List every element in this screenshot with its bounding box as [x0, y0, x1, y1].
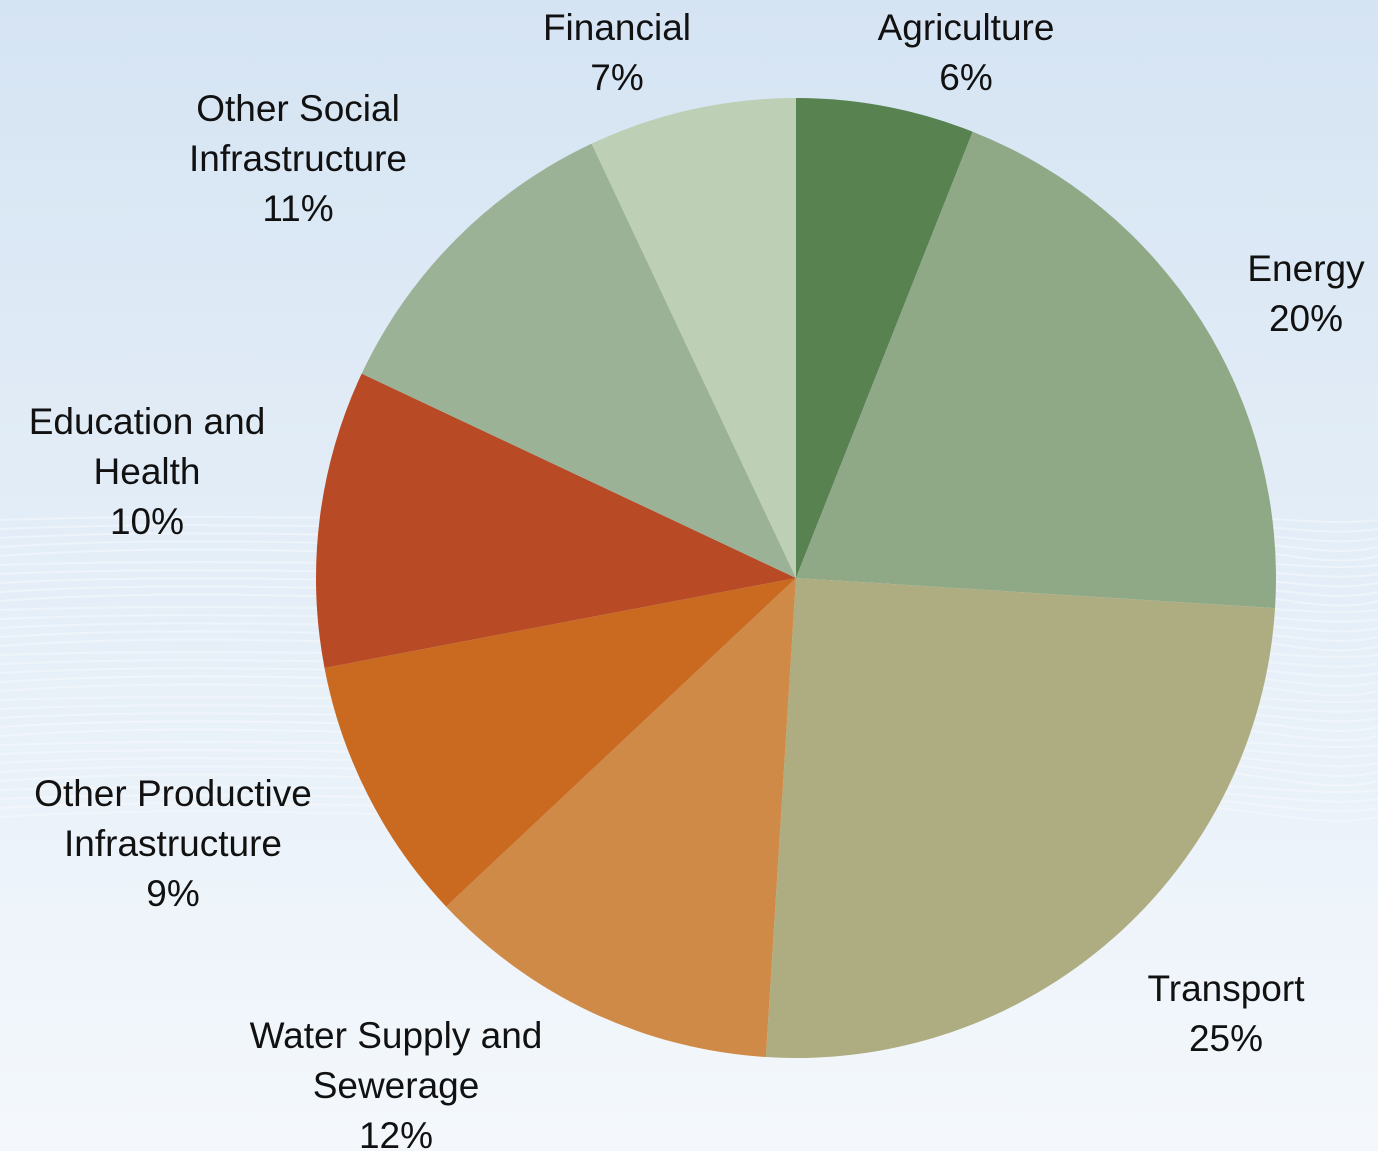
slice-percent-label: 10%: [110, 501, 184, 542]
slice-label: Education and Health 10%: [29, 401, 266, 542]
slice-name-label: Health: [94, 451, 201, 492]
slice-name-label: Education and: [29, 401, 266, 442]
slice-label: Transport 25%: [1148, 968, 1306, 1059]
pie-slice-agriculture: [796, 98, 973, 578]
slice-label: Other Social Infrastructure 11%: [189, 88, 407, 229]
slice-label: Agriculture 6%: [878, 7, 1055, 98]
slice-label: Energy 20%: [1247, 248, 1365, 339]
slice-label: Water Supply and Sewerage 12%: [250, 1015, 543, 1151]
pie-slice-transport: [765, 578, 1276, 1058]
slice-percent-label: 11%: [262, 188, 333, 229]
pie-slice-financial: [591, 98, 796, 578]
slice-name-label: Water Supply and: [250, 1015, 543, 1056]
slice-name-label: Sewerage: [313, 1065, 480, 1106]
pie-slices: [315, 98, 1276, 1058]
slice-labels: Agriculture 6% Energy 20% Transport 25% Water …: [29, 7, 1365, 1151]
slice-name-label: Other Social: [196, 88, 400, 129]
pie-slice-energy: [796, 131, 1276, 609]
pie-slice-education-and-health: [315, 373, 796, 668]
pie-slice-other-social-infrastructure: [361, 143, 796, 578]
slice-label: Financial 7%: [543, 7, 691, 98]
slice-label: Other Productive Infrastructure 9%: [34, 773, 312, 914]
slice-name-label: Infrastructure: [189, 138, 407, 179]
slice-percent-label: 9%: [146, 873, 199, 914]
slice-name-label: Other Productive: [34, 773, 312, 814]
pie-slice-other-productive-infrastructure: [324, 578, 796, 907]
slice-name-label: Financial: [543, 7, 691, 48]
slice-percent-label: 7%: [590, 57, 643, 98]
slice-percent-label: 6%: [939, 57, 992, 98]
slice-name-label: Infrastructure: [64, 823, 282, 864]
slice-percent-label: 25%: [1189, 1018, 1263, 1059]
slice-name-label: Transport: [1148, 968, 1306, 1009]
slice-percent-label: 20%: [1269, 298, 1343, 339]
slice-name-label: Agriculture: [878, 7, 1055, 48]
pie-slice-water-supply-and-sewerage: [446, 578, 796, 1058]
slice-percent-label: 12%: [359, 1115, 433, 1151]
slice-name-label: Energy: [1247, 248, 1365, 289]
